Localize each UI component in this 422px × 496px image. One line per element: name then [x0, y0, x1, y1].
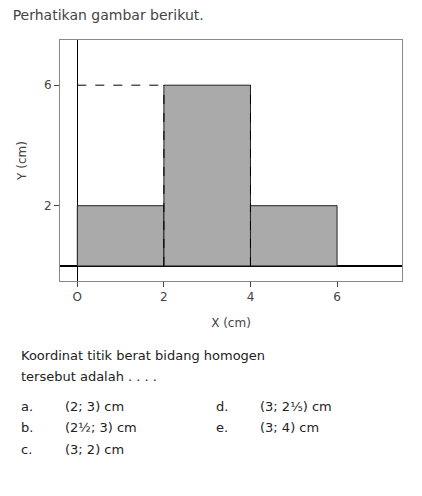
- svg-text:6: 6: [333, 290, 341, 304]
- svg-text:tersebut adalah . . . .: tersebut adalah . . . .: [21, 369, 157, 384]
- svg-text:2: 2: [160, 290, 168, 304]
- svg-text:d.: d.: [216, 399, 228, 414]
- svg-text:O: O: [73, 290, 82, 304]
- svg-text:(2½; 3) cm: (2½; 3) cm: [65, 420, 137, 435]
- svg-text:(2; 3) cm: (2; 3) cm: [65, 399, 124, 414]
- svg-text:Koordinat titik berat bidang h: Koordinat titik berat bidang homogen: [21, 348, 265, 363]
- svg-text:6: 6: [44, 78, 52, 92]
- svg-text:a.: a.: [21, 399, 33, 414]
- svg-text:e.: e.: [216, 420, 228, 435]
- svg-text:(3; 4) cm: (3; 4) cm: [260, 420, 319, 435]
- svg-text:Perhatikan gambar berikut.: Perhatikan gambar berikut.: [13, 7, 204, 23]
- svg-text:2: 2: [44, 199, 52, 213]
- svg-text:4: 4: [247, 290, 255, 304]
- svg-text:(3; 2⅕) cm: (3; 2⅕) cm: [260, 399, 332, 414]
- svg-text:(3; 2) cm: (3; 2) cm: [65, 442, 124, 457]
- svg-text:c.: c.: [21, 442, 32, 457]
- svg-text:b.: b.: [21, 420, 33, 435]
- svg-text:X (cm): X (cm): [211, 316, 251, 330]
- svg-text:Y (cm): Y (cm): [15, 141, 29, 181]
